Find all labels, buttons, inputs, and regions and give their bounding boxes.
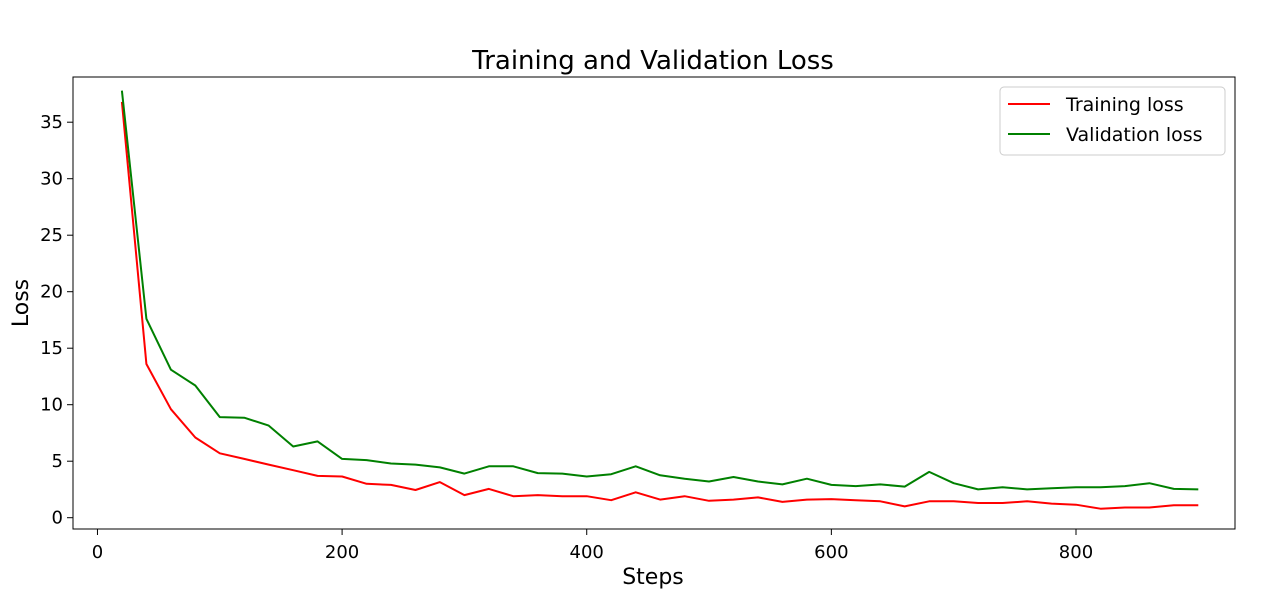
- x-axis-label: Steps: [622, 565, 684, 589]
- y-tick-label: 0: [52, 508, 63, 529]
- y-tick-label: 30: [40, 169, 63, 190]
- plot-area: [72, 76, 1236, 530]
- x-tick-label: 400: [570, 542, 604, 563]
- y-tick-label: 5: [52, 451, 63, 472]
- legend-label-validation: Validation loss: [1066, 124, 1203, 146]
- x-axis: 0 200 400 600 800: [92, 529, 1093, 563]
- y-tick-label: 10: [40, 395, 63, 416]
- y-tick-label: 15: [40, 338, 63, 359]
- y-axis: 0 5 10 15 20 25 30 35: [40, 112, 73, 529]
- chart-title: Training and Validation Loss: [471, 46, 834, 76]
- series-lines: [120, 90, 1199, 510]
- y-tick-label: 35: [40, 112, 63, 133]
- x-tick-label: 0: [92, 542, 103, 563]
- x-tick-label: 800: [1059, 542, 1093, 563]
- validation-loss-line: [120, 90, 1199, 491]
- y-tick-label: 20: [40, 282, 63, 303]
- y-axis-label: Loss: [9, 279, 34, 327]
- training-loss-line: [120, 101, 1199, 510]
- legend: Training loss Validation loss: [999, 86, 1226, 156]
- x-tick-label: 200: [325, 542, 359, 563]
- legend-box: [999, 86, 1226, 156]
- x-tick-label: 600: [814, 542, 848, 563]
- legend-label-training: Training loss: [1065, 94, 1184, 116]
- y-tick-label: 25: [40, 225, 63, 246]
